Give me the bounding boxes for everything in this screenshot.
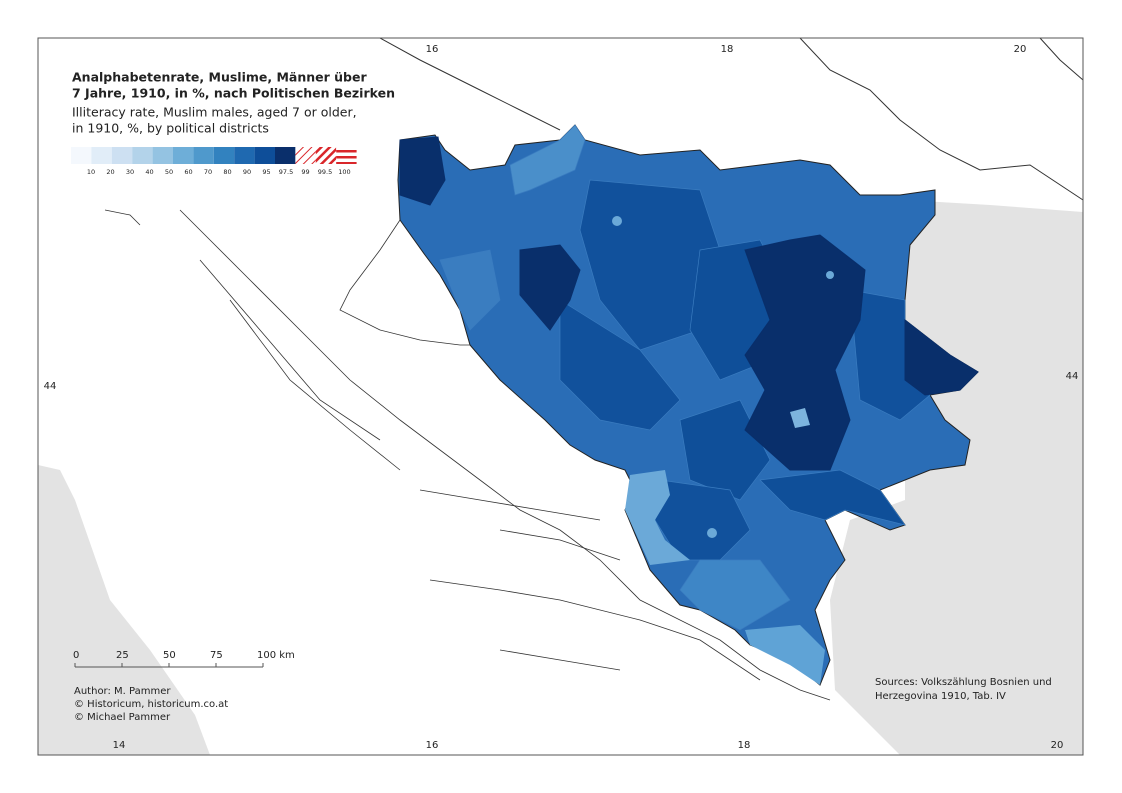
legend-swatch xyxy=(71,147,92,164)
legend-swatch xyxy=(173,147,194,164)
credit: © Michael Pammer xyxy=(74,712,171,723)
annotations: Analphabetenrate, Muslime, Männer über7 … xyxy=(44,44,1079,751)
legend-label: 10 xyxy=(87,168,95,176)
borders xyxy=(379,37,1084,201)
legend-swatch xyxy=(111,147,133,164)
legend-swatch xyxy=(132,147,153,164)
scale-label: 50 xyxy=(163,650,176,661)
map-frame xyxy=(37,37,1084,756)
legend-label: 95 xyxy=(262,168,270,176)
legend-swatch xyxy=(315,147,337,164)
legend-label: 70 xyxy=(204,168,212,176)
legend-swatch xyxy=(193,147,214,164)
legend-swatch xyxy=(152,147,173,164)
source: Herzegovina 1910, Tab. IV xyxy=(875,691,1006,702)
map-title: Analphabetenrate, Muslime, Männer über xyxy=(72,70,367,85)
coastline xyxy=(104,209,831,701)
coord-label: 18 xyxy=(738,740,751,751)
light-districts xyxy=(612,216,834,685)
coord-label: 18 xyxy=(721,44,734,55)
dark-districts xyxy=(399,136,979,471)
legend-swatch xyxy=(254,147,275,164)
source: Sources: Volkszählung Bosnien und xyxy=(875,677,1052,688)
scale-label: 25 xyxy=(116,650,129,661)
legend-label: 100 xyxy=(338,168,350,176)
legend-swatch xyxy=(336,147,357,164)
credit: © Historicum, historicum.co.at xyxy=(74,699,228,710)
map-title: 7 Jahre, 1910, in %, nach Politischen Be… xyxy=(72,86,395,101)
coord-label: 44 xyxy=(44,381,57,392)
italy-land xyxy=(38,465,210,755)
legend-label: 97.5 xyxy=(279,168,293,176)
coord-label: 14 xyxy=(113,740,126,751)
scale-label: 75 xyxy=(210,650,223,661)
legend-swatch xyxy=(295,147,316,164)
legend-swatch xyxy=(234,147,255,164)
legend-swatch xyxy=(275,147,296,164)
neighbour-land xyxy=(830,200,1083,755)
credit: Author: M. Pammer xyxy=(74,686,171,697)
legend-swatch xyxy=(91,147,112,164)
legend-label: 20 xyxy=(106,168,114,176)
legend-label: 99.5 xyxy=(318,168,332,176)
coord-label: 20 xyxy=(1051,740,1064,751)
legend-swatch xyxy=(213,147,235,164)
legend-label: 50 xyxy=(165,168,173,176)
legend-label: 40 xyxy=(145,168,153,176)
scale-label: 100 km xyxy=(257,650,295,661)
coord-label: 44 xyxy=(1066,371,1079,382)
map-subtitle: in 1910, %, by political districts xyxy=(72,121,269,136)
coord-label: 16 xyxy=(426,44,439,55)
scale-label: 0 xyxy=(73,650,79,661)
legend-label: 99 xyxy=(301,168,309,176)
legend-label: 60 xyxy=(184,168,192,176)
coord-label: 20 xyxy=(1014,44,1027,55)
map-subtitle: Illiteracy rate, Muslim males, aged 7 or… xyxy=(72,105,357,120)
legend-label: 80 xyxy=(223,168,231,176)
coord-label: 16 xyxy=(426,740,439,751)
legend-label: 30 xyxy=(126,168,134,176)
legend-label: 90 xyxy=(243,168,251,176)
